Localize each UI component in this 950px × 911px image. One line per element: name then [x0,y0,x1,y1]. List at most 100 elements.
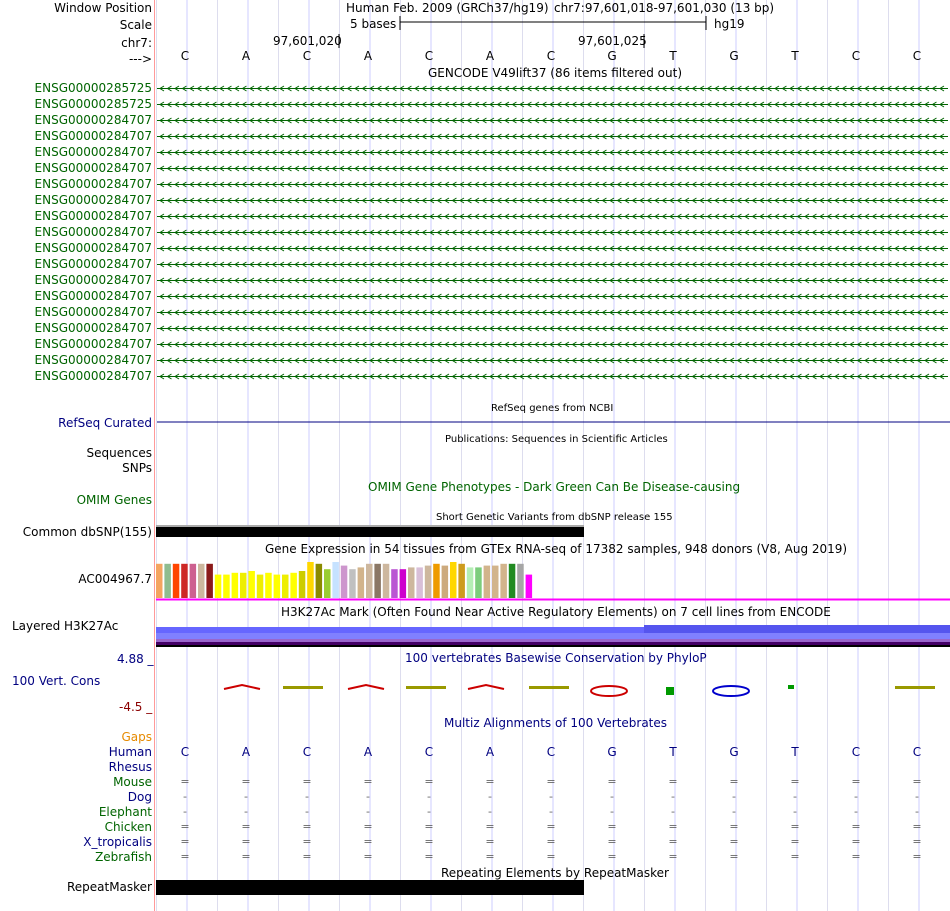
multiz-base: = [912,820,922,833]
gencode-gene-label[interactable]: ENSG00000284707 [34,257,152,271]
multiz-species-label[interactable]: X_tropicalis [83,835,152,849]
gtex-tissue-bar [307,562,314,598]
gencode-gene-label[interactable]: ENSG00000284707 [34,225,152,239]
multiz-base: - [488,790,492,803]
phylop-label[interactable]: 100 Vert. Cons [12,674,101,688]
phylop-ymax: 4.88 _ [117,652,154,666]
strand-arrows [159,181,945,188]
strand-arrows [159,213,945,220]
multiz-species-label[interactable]: Dog [127,790,152,804]
gtex-tissue-bar [198,563,205,598]
phylop-glyph [347,683,385,690]
gencode-gene-label[interactable]: ENSG00000284707 [34,209,152,223]
phylop-glyph [406,686,446,689]
strand-arrows [159,245,945,252]
multiz-base: = [180,820,190,833]
h3k27ac-layers[interactable] [156,625,950,647]
multiz-species-label[interactable]: Mouse [113,775,152,789]
gtex-tissue-bar [340,565,348,598]
gtex-tissue-bar [492,565,499,598]
gtex-tissue-bar [433,563,440,598]
multiz-base: T [669,745,677,759]
phylop-glyphs[interactable] [223,683,935,697]
dbsnp-label[interactable]: Common dbSNP(155) [22,525,152,539]
gencode-gene-label[interactable]: ENSG00000284707 [34,273,152,287]
gtex-tissue-bar [298,571,306,598]
gtex-tissue-bar [416,567,423,598]
multiz-base: A [485,745,495,759]
gencode-gene-label[interactable]: ENSG00000284707 [34,337,152,351]
strand-arrows [159,149,945,156]
strand-arrows [159,373,945,380]
gencode-gene-label[interactable]: ENSG00000284707 [34,161,152,175]
repeatmasker-label[interactable]: RepeatMasker [66,880,152,894]
strand-arrows [159,325,945,332]
multiz-base: = [363,835,373,848]
gencode-gene-label[interactable]: ENSG00000284707 [34,177,152,191]
multiz-base: = [546,835,556,848]
dbsnp-bar[interactable] [156,525,584,537]
multiz-species-label[interactable]: Elephant [98,805,152,819]
refseq-label[interactable]: RefSeq Curated [58,416,152,430]
multiz-base: - [244,790,248,803]
multiz-base: = [729,820,739,833]
multiz-base: = [668,835,678,848]
gencode-gene-label[interactable]: ENSG00000284707 [34,129,152,143]
gencode-gene-label[interactable]: ENSG00000284707 [34,353,152,367]
multiz-base: A [241,745,251,759]
multiz-base: = [485,835,495,848]
gtex-tissue-bar [475,567,482,598]
multiz-base: - [610,790,614,803]
gencode-gene-lines[interactable] [157,85,948,380]
strand-arrows [159,261,945,268]
strand-arrows [159,357,945,364]
gencode-gene-label[interactable]: ENSG00000284707 [34,321,152,335]
omim-label[interactable]: OMIM Genes [76,493,152,507]
gtex-tissue-bar [391,569,398,598]
multiz-base: = [546,775,556,788]
multiz-base: = [790,850,800,863]
multiz-base: = [180,835,190,848]
multiz-species-label[interactable]: Rhesus [108,760,152,774]
gencode-gene-label[interactable]: ENSG00000284707 [34,145,152,159]
gencode-gene-label[interactable]: ENSG00000284707 [34,305,152,319]
base-letter: C [546,49,556,63]
gtex-gene-label[interactable]: AC004967.7 [78,572,152,586]
multiz-base: = [851,775,861,788]
h3k27ac-label[interactable]: Layered H3K27Ac [12,619,119,633]
gencode-gene-label[interactable]: ENSG00000284707 [34,193,152,207]
gencode-gene-label[interactable]: ENSG00000284707 [34,369,152,383]
multiz-base: = [485,850,495,863]
multiz-base: = [790,775,800,788]
strand-arrows [159,309,945,316]
gencode-gene-label[interactable]: ENSG00000284707 [34,241,152,255]
gtex-tissue-bar [256,574,264,598]
publications-snps-label[interactable]: SNPs [122,461,152,475]
gencode-gene-label[interactable]: ENSG00000284707 [34,113,152,127]
multiz-species-label[interactable]: Zebrafish [95,850,152,864]
gtex-tissue-bar [366,563,373,598]
repeatmasker-bar[interactable] [156,880,584,895]
multiz-base: = [241,835,251,848]
multiz-gaps-label[interactable]: Gaps [121,730,152,744]
strand-arrows [159,341,945,348]
publications-sequences-label[interactable]: Sequences [86,446,152,460]
multiz-base: C [546,745,556,759]
gencode-gene-label[interactable]: ENSG00000285725 [34,97,152,111]
gencode-gene-label[interactable]: ENSG00000284707 [34,289,152,303]
gtex-tissue-bar [458,563,465,598]
h3k27ac-title: H3K27Ac Mark (Often Found Near Active Re… [281,605,831,619]
strand-arrows [159,133,945,140]
window-position-label: Window Position [54,1,152,15]
multiz-base: - [183,790,187,803]
gtex-tissue-bar [332,562,339,598]
multiz-species-label[interactable]: Human [108,745,152,759]
gtex-expression-bars[interactable] [156,562,950,601]
multiz-species-label[interactable]: Chicken [104,820,152,834]
scale-bar [338,16,707,48]
multiz-base: - [732,805,736,818]
multiz-base: = [424,850,434,863]
multiz-base: = [668,850,678,863]
gtex-tissue-bar [374,563,381,598]
gencode-gene-label[interactable]: ENSG00000285725 [34,81,152,95]
